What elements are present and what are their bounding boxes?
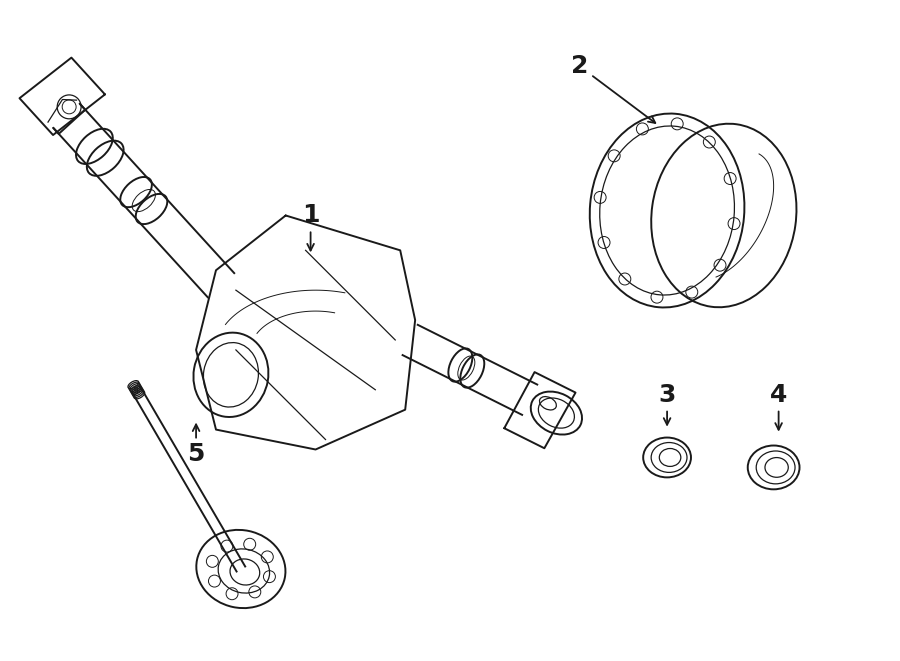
Text: 5: 5	[187, 442, 205, 467]
Text: 3: 3	[659, 383, 676, 407]
Text: 2: 2	[571, 54, 588, 78]
Text: 4: 4	[770, 383, 788, 407]
Text: 1: 1	[302, 204, 319, 227]
